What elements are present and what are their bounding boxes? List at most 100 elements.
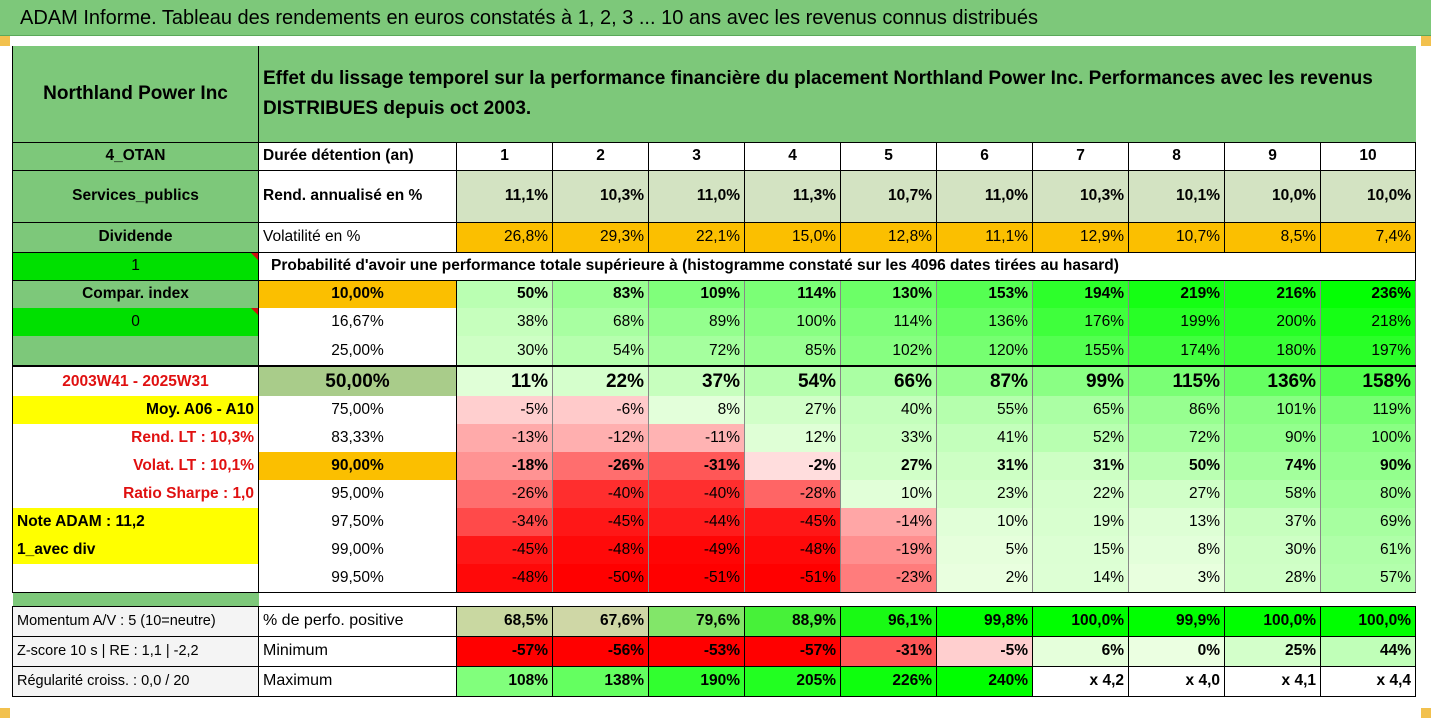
performance-value: 27% [744, 396, 841, 424]
performance-value: 101% [1224, 396, 1321, 424]
probability-threshold: 90,00% [258, 452, 457, 480]
performance-value: -12% [552, 424, 649, 452]
maximum-label: Maximum [258, 665, 457, 697]
avec-div-label: 1_avec div [12, 536, 259, 564]
performance-value: 50% [456, 280, 553, 308]
rend-label: Rend. annualisé en % [258, 170, 457, 223]
positive-perf-left-label: Momentum A/V : 5 (10=neutre) [12, 605, 259, 637]
performance-value: 100% [1320, 424, 1416, 452]
performance-value: 37% [648, 365, 745, 396]
performance-value: -31% [648, 452, 745, 480]
performance-value: -26% [552, 452, 649, 480]
performance-value: 130% [840, 280, 937, 308]
performance-value: -34% [456, 508, 553, 536]
performance-value: 3% [1128, 564, 1225, 593]
rend-value: 10,7% [840, 170, 937, 223]
rend-value: 10,3% [1032, 170, 1129, 223]
positive-perf-value: 100,0% [1032, 605, 1129, 637]
maximum-left-label: Régularité croiss. : 0,0 / 20 [12, 665, 259, 697]
sector-label: Services_publics [12, 170, 259, 223]
minimum-value: -57% [456, 635, 553, 667]
rend-value: 10,3% [552, 170, 649, 223]
performance-value: 31% [936, 452, 1033, 480]
performance-value: 115% [1128, 365, 1225, 396]
performance-value: -40% [648, 480, 745, 508]
volatility-value: 22,1% [648, 222, 745, 253]
volatility-value: 15,0% [744, 222, 841, 253]
performance-value: 2% [936, 564, 1033, 593]
volatility-value: 10,7% [1128, 222, 1225, 253]
performance-value: 27% [840, 452, 937, 480]
performance-value: 100% [744, 308, 841, 336]
positive-perf-value: 68,5% [456, 605, 553, 637]
performance-value: -49% [648, 536, 745, 564]
minimum-value: -31% [840, 635, 937, 667]
probability-threshold: 75,00% [258, 396, 457, 424]
rend-value: 11,1% [456, 170, 553, 223]
empty-label [12, 564, 259, 593]
year-header: 8 [1128, 142, 1225, 171]
performance-value: -51% [648, 564, 745, 593]
moyenne-label: Moy. A06 - A10 [12, 396, 259, 424]
performance-value: 102% [840, 336, 937, 366]
compar-value: 0 [12, 308, 259, 336]
performance-value: 120% [936, 336, 1033, 366]
spacer-cell [259, 592, 1416, 606]
performance-value: -40% [552, 480, 649, 508]
positive-perf-value: 79,6% [648, 605, 745, 637]
minimum-value: 44% [1320, 635, 1416, 667]
probability-threshold: 50,00% [258, 365, 457, 396]
rend-value: 11,0% [936, 170, 1033, 223]
performance-value: -23% [840, 564, 937, 593]
performance-value: 50% [1128, 452, 1225, 480]
company-name: Northland Power Inc [12, 46, 259, 143]
performance-value: 197% [1320, 336, 1416, 366]
performance-value: 54% [552, 336, 649, 366]
report-banner: ADAM Informe. Tableau des rendements en … [0, 0, 1431, 36]
performance-value: 109% [648, 280, 745, 308]
performance-value: 14% [1032, 564, 1129, 593]
positive-perf-label: % de perfo. positive [258, 605, 457, 637]
performance-value: 80% [1320, 480, 1416, 508]
minimum-value: 6% [1032, 635, 1129, 667]
performance-value: 10% [936, 508, 1033, 536]
volatility-value: 29,3% [552, 222, 649, 253]
compar-index-label: Compar. index [12, 280, 259, 308]
minimum-label: Minimum [258, 635, 457, 667]
performance-value: 74% [1224, 452, 1321, 480]
performance-value: -45% [744, 508, 841, 536]
performance-value: -44% [648, 508, 745, 536]
maximum-value: x 4,0 [1128, 665, 1225, 697]
spacer-cell [12, 592, 259, 606]
performance-value: 12% [744, 424, 841, 452]
performance-value: 174% [1128, 336, 1225, 366]
performance-value: 219% [1128, 280, 1225, 308]
performance-value: -2% [744, 452, 841, 480]
volatility-value: 7,4% [1320, 222, 1416, 253]
performance-value: 119% [1320, 396, 1416, 424]
performance-value: 89% [648, 308, 745, 336]
minimum-value: 25% [1224, 635, 1321, 667]
performance-value: -26% [456, 480, 553, 508]
performance-value: 90% [1320, 452, 1416, 480]
probability-threshold: 99,50% [258, 564, 457, 593]
year-header: 2 [552, 142, 649, 171]
rend-value: 11,0% [648, 170, 745, 223]
minimum-value: 0% [1128, 635, 1225, 667]
performance-value: 8% [648, 396, 745, 424]
volat-lt-label: Volat. LT : 10,1% [12, 452, 259, 480]
performance-value: -14% [840, 508, 937, 536]
performance-value: 13% [1128, 508, 1225, 536]
rend-value: 10,1% [1128, 170, 1225, 223]
performance-value: 87% [936, 365, 1033, 396]
year-header: 9 [1224, 142, 1321, 171]
minimum-value: -5% [936, 635, 1033, 667]
probability-threshold: 16,67% [258, 308, 457, 336]
positive-perf-value: 100,0% [1320, 605, 1416, 637]
performance-value: 37% [1224, 508, 1321, 536]
year-header: 4 [744, 142, 841, 171]
performance-value: 68% [552, 308, 649, 336]
probability-threshold: 25,00% [258, 336, 457, 366]
performance-value: 22% [552, 365, 649, 396]
